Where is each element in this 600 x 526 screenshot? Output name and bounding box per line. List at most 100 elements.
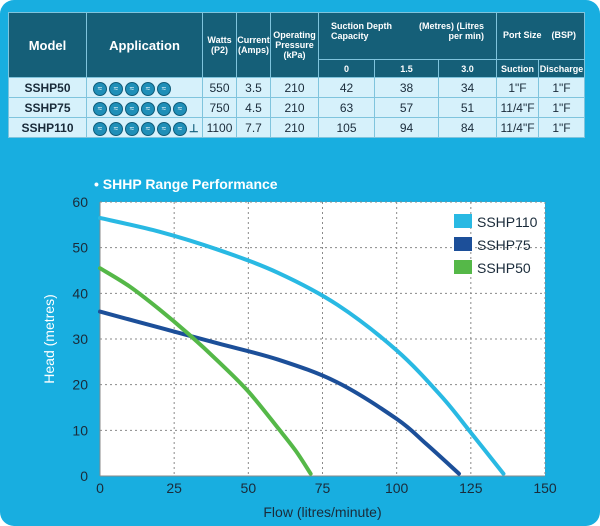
series-line-sshp75 (98, 309, 461, 476)
cell-d30: 51 (437, 97, 498, 118)
cell-watts: 750 (202, 97, 237, 118)
table-row: SSHP50 ≈ ≈ ≈ ≈ ≈550 3.5 210 42 38 34 1"F 1"F (8, 77, 586, 98)
header-port-unit: (BSP) (551, 30, 577, 40)
water-drop-icon: ≈ (141, 101, 155, 116)
cell-d15: 57 (374, 97, 439, 118)
x-tick-label: 25 (166, 480, 182, 496)
cell-d30: 34 (437, 77, 498, 98)
legend-swatch-sshp75 (454, 237, 472, 251)
cell-discharge: 1"F (538, 117, 586, 138)
header-suction-port: Suction (496, 59, 540, 78)
cell-discharge: 1"F (538, 77, 586, 98)
header-discharge-port: Discharge (538, 59, 586, 78)
header-application: Application (86, 12, 203, 78)
water-drop-icon: ≈ (141, 121, 155, 136)
chart-title: • SHHP Range Performance (94, 176, 278, 192)
y-tick-label: 60 (72, 194, 88, 210)
table-row: SSHP110 ≈ ≈ ≈ ≈ ≈ ≈ ⊥ 1100 7.7 210 105 94 84 11/4"F 1"F (8, 117, 586, 138)
header-suction-units: (Metres) (Litres per min) (419, 21, 485, 41)
tap-icon: ⊥ (189, 122, 199, 135)
water-drop-icon: ≈ (157, 101, 171, 116)
header-model: Model (8, 12, 87, 78)
y-tick-label: 20 (72, 377, 88, 393)
table-row: SSHP75 ≈ ≈ ≈ ≈ ≈ ≈750 4.5 210 63 57 51 11/4"F 1"F (8, 97, 586, 118)
application-icons: ≈ ≈ ≈ ≈ ≈ ≈ ⊥ (86, 117, 203, 138)
water-drop-icon: ≈ (93, 121, 107, 136)
cell-model: SSHP110 (8, 117, 87, 138)
cell-suction: 11/4"F (496, 97, 540, 118)
y-tick-label: 50 (72, 240, 88, 256)
y-axis-label: Head (metres) (41, 294, 57, 383)
x-tick-label: 0 (96, 480, 104, 496)
header-watts-unit: (P2) (210, 45, 228, 55)
spec-table: Model Application Watts (P2) Current (Am… (8, 12, 586, 138)
legend-label: SSHP110 (477, 214, 538, 230)
header-port: Port Size (BSP) (496, 12, 586, 60)
cell-pressure: 210 (270, 117, 319, 138)
x-tick-label: 75 (315, 480, 331, 496)
cell-d0: 63 (318, 97, 375, 118)
water-drop-icon: ≈ (157, 81, 171, 96)
cell-model: SSHP75 (8, 97, 87, 118)
water-drop-icon: ≈ (141, 81, 155, 96)
application-icons: ≈ ≈ ≈ ≈ ≈ ≈ (86, 97, 203, 118)
x-axis-label: Flow (litres/minute) (263, 504, 381, 520)
cell-d30: 84 (437, 117, 498, 138)
y-tick-label: 10 (72, 422, 88, 438)
series-line-sshp50 (98, 266, 313, 476)
cell-suction: 1"F (496, 77, 540, 98)
x-tick-label: 50 (241, 480, 257, 496)
cell-d0: 42 (318, 77, 375, 98)
water-drop-icon: ≈ (109, 101, 123, 116)
header-pressure-unit: (kPa) (283, 50, 306, 60)
water-drop-icon: ≈ (93, 101, 107, 116)
header-watts-label: Watts (207, 35, 232, 45)
y-tick-label: 40 (72, 285, 88, 301)
legend-swatch-sshp110 (454, 214, 472, 228)
water-drop-icon: ≈ (173, 121, 187, 136)
cell-suction: 11/4"F (496, 117, 540, 138)
cell-current: 3.5 (236, 77, 271, 98)
header-pressure-label: Operating Pressure (273, 30, 316, 50)
cell-watts: 550 (202, 77, 237, 98)
header-port-label: Port Size (503, 30, 542, 40)
y-tick-label: 0 (80, 468, 88, 484)
header-depth-0: 0 (318, 59, 375, 78)
cell-d15: 94 (374, 117, 439, 138)
performance-chart: 0 10 20 30 40 50 60 0 25 50 75 100 125 150 Flow (litre… (41, 194, 557, 520)
cell-watts: 1100 (202, 117, 237, 138)
cell-current: 4.5 (236, 97, 271, 118)
water-drop-icon: ≈ (125, 121, 139, 136)
x-tick-label: 125 (459, 480, 483, 496)
legend-swatch-sshp50 (454, 260, 472, 274)
cell-d0: 105 (318, 117, 375, 138)
water-drop-icon: ≈ (109, 81, 123, 96)
series-line-sshp110 (98, 215, 506, 476)
cell-discharge: 1"F (538, 97, 586, 118)
y-tick-label: 30 (72, 331, 88, 347)
water-drop-icon: ≈ (157, 121, 171, 136)
header-pressure: Operating Pressure (kPa) (270, 12, 319, 78)
water-drop-icon: ≈ (109, 121, 123, 136)
legend-label: SSHP50 (477, 260, 531, 276)
x-tick-label: 100 (385, 480, 409, 496)
cell-model: SSHP50 (8, 77, 87, 98)
cell-pressure: 210 (270, 97, 319, 118)
water-drop-icon: ≈ (93, 81, 107, 96)
header-suction: Suction Depth Capacity (Metres) (Litres … (317, 12, 498, 60)
cell-current: 7.7 (236, 117, 271, 138)
x-tick-label: 150 (533, 480, 557, 496)
header-watts: Watts (P2) (202, 12, 237, 78)
water-drop-icon: ≈ (125, 81, 139, 96)
cell-pressure: 210 (270, 77, 319, 98)
header-suction-label: Suction Depth Capacity (331, 21, 392, 41)
header-depth-3-0: 3.0 (437, 59, 498, 78)
header-current-label: Current (237, 35, 270, 45)
water-drop-icon: ≈ (125, 101, 139, 116)
header-depth-1-5: 1.5 (374, 59, 439, 78)
header-current-unit: (Amps) (238, 45, 269, 55)
application-icons: ≈ ≈ ≈ ≈ ≈ (86, 77, 203, 98)
legend-label: SSHP75 (477, 237, 531, 253)
header-current: Current (Amps) (236, 12, 271, 78)
